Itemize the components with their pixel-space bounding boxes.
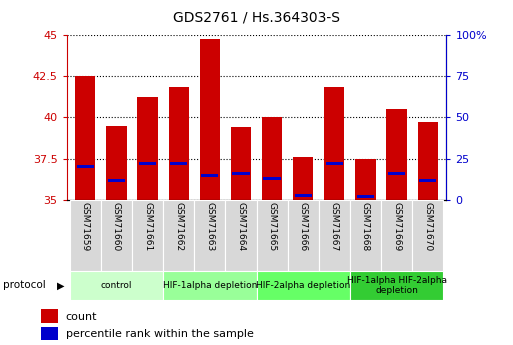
Bar (70, 200, 101, 271)
Bar (163, 271, 256, 300)
Bar (324, 88, 344, 200)
Bar (132, 200, 163, 271)
Bar (262, 117, 282, 200)
Text: percentile rank within the sample: percentile rank within the sample (66, 329, 253, 339)
Bar (293, 157, 313, 200)
Bar (350, 200, 381, 271)
Text: HIF-1alpha HIF-2alpha
depletion: HIF-1alpha HIF-2alpha depletion (346, 276, 446, 295)
Bar (101, 200, 132, 271)
Bar (170, 162, 187, 165)
Bar (256, 271, 350, 300)
Text: HIF-1alpha depletion: HIF-1alpha depletion (163, 281, 257, 290)
Text: GSM71668: GSM71668 (361, 202, 370, 252)
Bar (201, 174, 219, 177)
Bar (225, 200, 256, 271)
Bar (41, 327, 58, 340)
Bar (264, 177, 281, 180)
Text: GSM71659: GSM71659 (81, 202, 90, 252)
Bar (75, 76, 95, 200)
Text: GSM71667: GSM71667 (330, 202, 339, 252)
Bar (388, 172, 405, 175)
Bar (200, 39, 220, 200)
Text: GSM71664: GSM71664 (236, 202, 245, 252)
Bar (381, 200, 412, 271)
Bar (231, 127, 251, 200)
Bar (139, 162, 156, 165)
Bar (319, 200, 350, 271)
Bar (108, 179, 125, 182)
Bar (41, 309, 58, 323)
Text: GSM71660: GSM71660 (112, 202, 121, 252)
Text: count: count (66, 312, 97, 322)
Bar (137, 97, 157, 200)
Text: GSM71663: GSM71663 (205, 202, 214, 252)
Bar (350, 271, 443, 300)
Bar (418, 122, 438, 200)
Bar (294, 194, 312, 197)
Bar (357, 195, 374, 198)
Bar (169, 88, 189, 200)
Bar (70, 271, 163, 300)
Bar (77, 166, 94, 168)
Bar (232, 172, 249, 175)
Text: GSM71670: GSM71670 (423, 202, 432, 252)
Bar (412, 200, 443, 271)
Bar (256, 200, 288, 271)
Text: GSM71661: GSM71661 (143, 202, 152, 252)
Text: control: control (101, 281, 132, 290)
Text: protocol: protocol (3, 280, 45, 290)
Text: GDS2761 / Hs.364303-S: GDS2761 / Hs.364303-S (173, 10, 340, 24)
Text: GSM71662: GSM71662 (174, 202, 183, 252)
Bar (356, 159, 376, 200)
Bar (106, 126, 127, 200)
Bar (386, 109, 407, 200)
Bar (326, 162, 343, 165)
Bar (194, 200, 225, 271)
Text: GSM71665: GSM71665 (268, 202, 277, 252)
Text: ▶: ▶ (57, 280, 64, 290)
Bar (419, 179, 436, 182)
Bar (163, 200, 194, 271)
Text: GSM71666: GSM71666 (299, 202, 308, 252)
Text: GSM71669: GSM71669 (392, 202, 401, 252)
Bar (288, 200, 319, 271)
Text: HIF-2alpha depletion: HIF-2alpha depletion (256, 281, 350, 290)
